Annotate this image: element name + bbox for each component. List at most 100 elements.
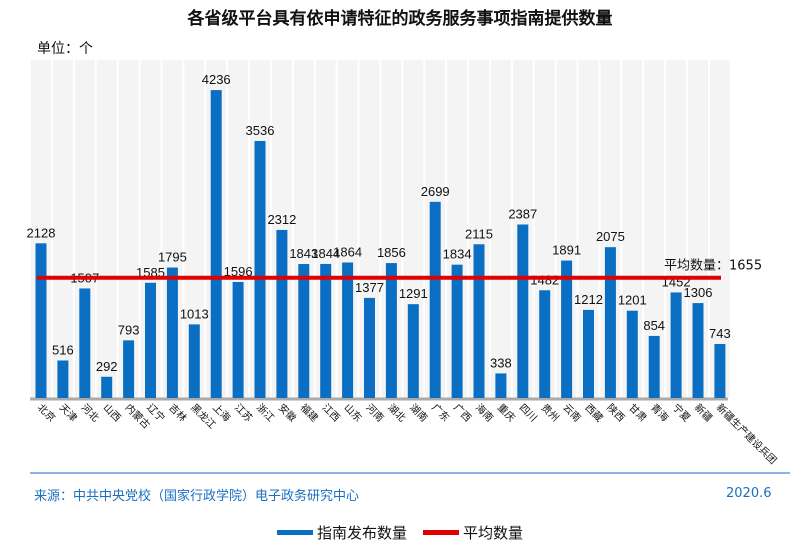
x-tick-label: 安徽	[276, 401, 299, 424]
data-label: 516	[52, 342, 74, 357]
data-label: 1843	[289, 246, 318, 261]
x-tick-label: 重庆	[495, 401, 518, 424]
data-label: 1864	[333, 245, 362, 260]
data-label: 1891	[552, 243, 581, 258]
x-tick-label: 陕西	[604, 401, 627, 424]
unit-label: 单位：个	[37, 41, 93, 57]
bar	[473, 244, 485, 398]
data-label: 2115	[465, 226, 493, 241]
source-note: 来源：中共中央党校（国家行政学院）电子政务研究中心	[34, 489, 360, 504]
chart-title: 各省级平台具有依申请特征的政务服务事项指南提供数量	[187, 9, 613, 29]
bar	[385, 263, 397, 398]
bar	[320, 263, 332, 398]
x-tick-label: 宁夏	[670, 401, 693, 424]
bar	[429, 201, 441, 398]
bar	[451, 264, 463, 398]
bar	[35, 243, 47, 398]
x-tick-label: 广西	[451, 402, 474, 425]
legend-label: 指南发布数量	[316, 524, 407, 542]
x-tick-label: 新疆生产建设兵团	[714, 401, 780, 467]
bar	[670, 292, 682, 398]
bar-background	[52, 60, 73, 398]
x-tick-label: 青海	[648, 401, 671, 424]
data-label: 1856	[377, 245, 406, 260]
x-tick-label: 云南	[560, 401, 583, 424]
bar	[276, 229, 288, 398]
data-label: 4236	[202, 72, 231, 87]
x-tick-label: 江苏	[232, 401, 255, 424]
bar	[583, 309, 594, 398]
data-label: 1212	[574, 292, 603, 307]
data-label: 2387	[508, 206, 537, 221]
legend-item-bars: 指南发布数量	[276, 522, 407, 543]
bar	[407, 304, 419, 398]
data-label: 1795	[158, 250, 187, 265]
bar	[626, 310, 638, 398]
data-label: 1834	[443, 247, 472, 262]
x-tick-label: 河北	[79, 402, 102, 425]
data-label: 1377	[355, 280, 384, 295]
x-tick-label: 甘肃	[626, 401, 649, 424]
bar-background	[118, 60, 139, 398]
bar-background	[490, 60, 511, 398]
x-tick-label: 新疆	[692, 401, 715, 424]
x-tick-label: 北京	[35, 401, 58, 424]
x-tick-label: 贵州	[539, 401, 562, 424]
data-label: 2312	[267, 212, 296, 227]
bar	[539, 290, 551, 398]
date-note: 2020.6	[726, 486, 772, 501]
data-label: 1201	[618, 293, 647, 308]
x-tick-label: 河南	[363, 401, 386, 424]
x-tick-label: 吉林	[166, 401, 189, 424]
bar-background	[96, 60, 117, 398]
data-label: 743	[709, 326, 731, 341]
data-label: 1482	[530, 272, 559, 287]
bar	[561, 260, 573, 398]
bar-background	[709, 60, 730, 398]
x-tick-label: 湖南	[407, 401, 430, 424]
data-label: 338	[490, 355, 512, 370]
legend: 指南发布数量 平均数量	[0, 522, 800, 543]
bar	[254, 140, 266, 399]
x-tick-label: 江西	[320, 402, 343, 425]
bar	[101, 376, 113, 398]
legend-swatch-bars	[276, 530, 313, 535]
bar	[57, 360, 69, 398]
x-tick-label: 山东	[341, 401, 364, 424]
data-label: 2699	[421, 184, 450, 199]
x-tick-label: 山西	[101, 402, 124, 425]
bar	[714, 343, 726, 398]
data-label: 2128	[27, 225, 56, 240]
bar	[210, 90, 222, 399]
bar	[79, 288, 91, 398]
x-tick-label: 西藏	[582, 402, 605, 425]
bar	[145, 282, 156, 398]
x-tick-label: 天津	[57, 402, 80, 425]
data-label: 292	[96, 359, 118, 374]
x-tick-label: 海南	[473, 401, 496, 424]
data-label: 1013	[180, 306, 209, 321]
bar	[342, 262, 354, 398]
bar	[692, 303, 704, 398]
bar	[298, 264, 310, 398]
data-label: 854	[643, 318, 665, 333]
x-tick-label: 四川	[517, 402, 539, 424]
data-label: 1306	[684, 285, 713, 300]
legend-swatch-average	[423, 530, 459, 535]
data-label: 1844	[311, 246, 340, 261]
x-tick-label: 浙江	[254, 402, 277, 425]
data-label: 1291	[399, 286, 428, 301]
data-label: 793	[118, 322, 140, 337]
data-label: 2075	[596, 229, 625, 244]
data-label: 3536	[246, 123, 275, 138]
average-label: 平均数量：1655	[664, 259, 762, 274]
bar-background	[184, 60, 205, 398]
bar	[123, 340, 135, 398]
bar	[364, 297, 375, 398]
bar	[166, 267, 178, 398]
bar	[648, 335, 660, 398]
x-tick-label: 福建	[298, 401, 321, 424]
x-tick-label: 湖北	[385, 402, 408, 425]
bar	[604, 247, 616, 398]
